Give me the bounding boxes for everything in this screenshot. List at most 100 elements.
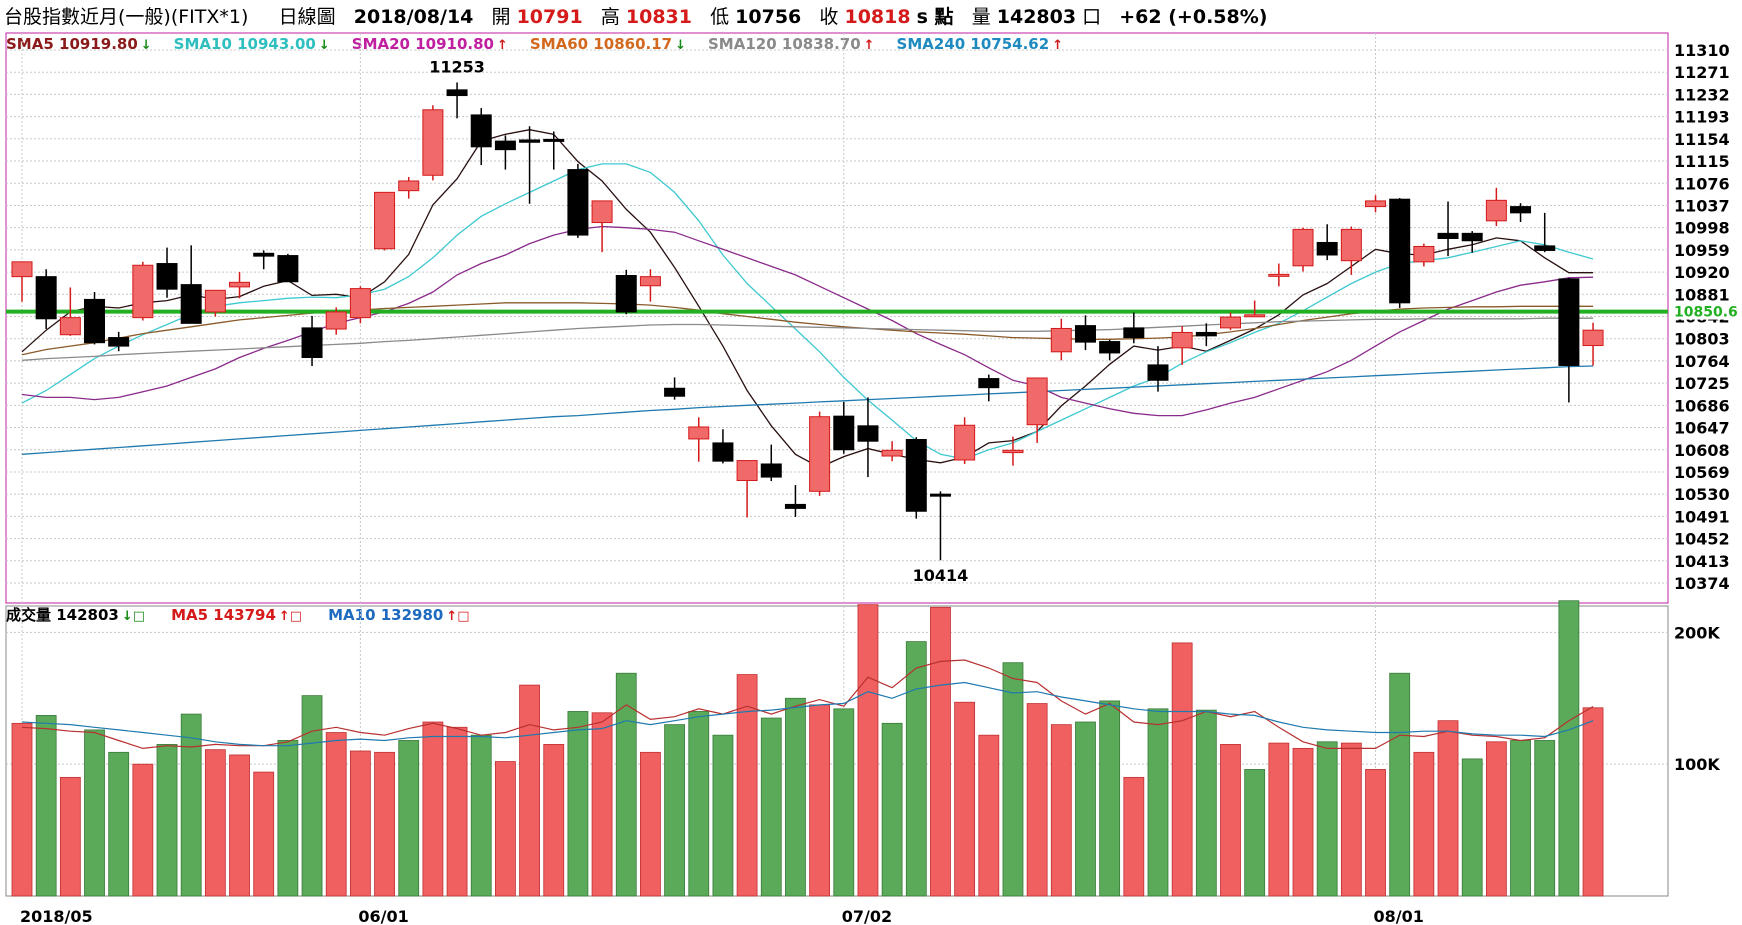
candle-body <box>325 311 347 330</box>
volume-bar <box>785 697 806 897</box>
price-tick-label: 10764 <box>1674 352 1730 371</box>
volume-bar <box>591 712 613 897</box>
volume-tick-label: 200K <box>1674 623 1720 642</box>
volume-bar <box>108 751 130 897</box>
volume-bar <box>1316 741 1338 897</box>
volume-bar <box>905 641 927 897</box>
volume-legend-item-label: 成交量 <box>6 606 52 624</box>
price-tick-label: 10530 <box>1674 485 1730 504</box>
volume-bar <box>277 740 299 897</box>
volume-bar <box>84 729 105 897</box>
up-arrow-icon: ↑ <box>1052 38 1064 53</box>
low-label: 低 <box>710 6 730 28</box>
ma-line-sma120 <box>21 317 1594 361</box>
volume-bar <box>35 715 57 897</box>
volume-bar <box>688 711 710 897</box>
candle-body <box>954 424 976 461</box>
volume-bar <box>398 740 420 897</box>
ma-legend-item-sma5: SMA5 10919.80 ↓ <box>6 35 152 53</box>
candle-body <box>59 317 81 336</box>
volume-bar <box>881 722 903 897</box>
candle-body <box>905 439 927 512</box>
volume-bar <box>1123 776 1145 897</box>
volume-bar <box>1099 700 1121 897</box>
volume-bar <box>857 604 879 897</box>
candle-body <box>736 460 758 482</box>
candle-body <box>204 289 226 313</box>
volume-bar <box>349 750 371 897</box>
volume-ma-line-ma10 <box>21 681 1594 747</box>
candle-body <box>277 255 299 283</box>
volume-legend-item-value: 142803 <box>51 606 119 624</box>
price-tick-label: 10491 <box>1674 507 1730 526</box>
high-annotation: 11253 <box>429 57 485 76</box>
volume-legend-item-label: MA5 <box>171 606 209 624</box>
volume-bar <box>760 717 782 897</box>
candle-body <box>809 416 831 492</box>
ma-legend-item-label: SMA60 <box>529 35 589 53</box>
instrument-name: 台股指數近月(一般)(FITX*1) <box>4 6 249 28</box>
ma-legend-item-label: SMA120 <box>708 35 777 53</box>
ma-line-sma5 <box>21 129 1594 469</box>
candle-body <box>1292 228 1314 267</box>
candle-body <box>1365 200 1387 208</box>
volume-bar <box>494 761 516 897</box>
price-tick-label: 10569 <box>1674 463 1730 482</box>
ma-legend-item-label: SMA240 <box>896 35 966 53</box>
price-tick-label: 11076 <box>1674 174 1730 193</box>
candle-body <box>1582 329 1604 347</box>
candle-body <box>1147 364 1169 381</box>
ma-legend-item-sma20: SMA20 10910.80 ↑ <box>352 35 508 53</box>
unit-suffix: s 點 <box>916 6 954 28</box>
volume-bar <box>615 672 637 897</box>
high-label: 高 <box>600 6 620 28</box>
ma-legend-item-sma120: SMA120 10838.70 ↑ <box>708 35 875 53</box>
volume-legend-item-成交量: 成交量 142803 ↓□ <box>6 606 145 624</box>
volume-bar <box>954 701 976 897</box>
price-tick-label: 11115 <box>1674 152 1730 171</box>
candle-body <box>132 264 154 319</box>
ma-legend-item-value: 10754.62 <box>965 35 1050 53</box>
reference-line-label: 10850.6 <box>1674 305 1738 321</box>
candle-body <box>11 261 33 278</box>
volume-bar <box>567 711 589 897</box>
ma-legend-item-value: 10838.70 <box>776 35 861 53</box>
volume-bar <box>325 732 347 897</box>
candle-body <box>1485 199 1507 222</box>
candle-body <box>1534 245 1556 251</box>
volume-bar <box>59 776 81 897</box>
price-tick-label: 10725 <box>1674 374 1730 393</box>
low-annotation: 10414 <box>913 566 969 585</box>
candle-body <box>1171 331 1193 349</box>
volume-bar <box>229 754 250 897</box>
candle-body <box>1413 245 1435 263</box>
candle-body <box>1195 331 1217 337</box>
candle-body <box>688 426 710 440</box>
volume-bar <box>809 704 831 897</box>
price-tick-label: 11193 <box>1674 108 1730 127</box>
x-tick-label: 06/01 <box>358 907 408 925</box>
candle-body <box>374 191 396 250</box>
down-arrow-icon: ↓ <box>318 38 330 53</box>
ma-line-sma60 <box>21 302 1594 356</box>
close-label: 收 <box>819 6 839 28</box>
ma-legend-item-value: 10860.17 <box>588 35 673 53</box>
candle-body <box>108 337 130 347</box>
volume-bar <box>833 708 855 897</box>
candle-body <box>1437 232 1459 239</box>
ma-legend: SMA5 10919.80 ↓ SMA10 10943.00 ↓ SMA20 10910… <box>6 34 1085 54</box>
up-arrow-icon: ↑□ <box>446 609 470 624</box>
volume-bar <box>1340 742 1362 897</box>
price-tick-label: 11232 <box>1674 85 1730 104</box>
candle-body <box>833 415 855 451</box>
candle-body <box>35 276 57 320</box>
ma-legend-item-label: SMA5 <box>6 35 54 53</box>
volume-bar <box>1002 662 1024 897</box>
candle-body <box>1510 206 1532 214</box>
ma-line-sma240 <box>21 365 1594 455</box>
volume-bar <box>1365 769 1386 897</box>
ma-line-sma20 <box>21 225 1594 417</box>
open-label: 開 <box>491 6 511 28</box>
down-arrow-icon: ↓ <box>675 38 686 53</box>
